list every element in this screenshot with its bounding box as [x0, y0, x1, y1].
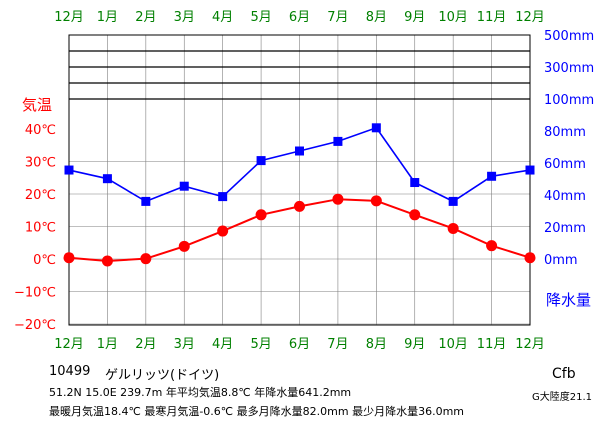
month-label: 5月 [250, 337, 271, 352]
precipitation-point [371, 123, 381, 133]
month-labels-top: 12月 1月 2月 3月 4月 5月 6月 7月 8月 9月 10月 11月 12月 [54, 10, 545, 25]
precipitation-tick: 500mm [544, 29, 594, 44]
temperature-point [447, 222, 459, 234]
temperature-tick-labels: 40℃ 30℃ 20℃ 10℃ 0℃ −10℃ −20℃ [14, 123, 56, 333]
month-label: 7月 [327, 337, 348, 352]
precipitation-point [179, 181, 189, 191]
precipitation-tick: 40mm [544, 189, 586, 204]
month-label: 5月 [250, 10, 271, 25]
temperature-tick: 30℃ [25, 156, 56, 171]
month-label: 12月 [515, 337, 545, 352]
precipitation-point [218, 192, 228, 202]
precipitation-point [141, 196, 151, 206]
month-label: 11月 [477, 10, 507, 25]
temperature-point [255, 209, 267, 221]
precipitation-tick: 100mm [544, 93, 594, 108]
precipitation-point [64, 165, 74, 175]
station-name: ゲルリッツ(ドイツ) [105, 368, 220, 383]
temperature-point [486, 240, 498, 252]
month-label: 1月 [97, 10, 118, 25]
precipitation-point [333, 136, 343, 146]
month-labels-bottom: 12月 1月 2月 3月 4月 5月 6月 7月 8月 9月 10月 11月 12月 [54, 337, 545, 352]
temperature-point [370, 195, 382, 207]
month-label: 12月 [54, 337, 84, 352]
grid-lines [69, 35, 530, 325]
temperature-point [217, 225, 229, 237]
temperature-point [524, 252, 536, 264]
month-label: 11月 [477, 337, 507, 352]
series-layer [63, 123, 536, 267]
precipitation-point [295, 146, 304, 156]
precipitation-axis-title: 降水量 [546, 291, 591, 309]
temperature-point [178, 240, 190, 252]
precipitation-tick: 80mm [544, 125, 586, 140]
month-label: 1月 [97, 337, 118, 352]
temperature-point [101, 255, 113, 267]
month-label: 10月 [438, 337, 468, 352]
month-label: 3月 [174, 337, 195, 352]
temperature-tick: 20℃ [25, 188, 56, 203]
temperature-point [294, 200, 305, 212]
koppen-class: Cfb [552, 366, 576, 382]
precipitation-tick: 300mm [544, 61, 594, 76]
month-label: 6月 [289, 10, 310, 25]
month-label: 8月 [366, 337, 387, 352]
precipitation-point [102, 174, 112, 184]
month-label: 7月 [327, 10, 348, 25]
temperature-point [332, 193, 344, 205]
precipitation-point [487, 171, 497, 181]
month-label: 3月 [174, 10, 195, 25]
temperature-point [63, 252, 75, 264]
temperature-tick: 10℃ [25, 221, 56, 236]
month-label: 2月 [135, 337, 156, 352]
precipitation-tick: 20mm [544, 221, 586, 236]
month-label: 12月 [515, 10, 545, 25]
precipitation-point [525, 165, 535, 175]
continentality-index: G大陸度21.1 [532, 392, 593, 403]
precipitation-point [448, 196, 458, 206]
temperature-axis-title: 気温 [22, 96, 52, 114]
month-label: 6月 [289, 337, 310, 352]
precipitation-tick: 0mm [544, 253, 578, 268]
month-label: 9月 [404, 10, 425, 25]
station-extremes: 最暖月気温18.4℃ 最寒月気温-0.6℃ 最多月降水量82.0mm 最少月降水… [49, 405, 464, 418]
month-label: 10月 [438, 10, 468, 25]
plot-frame [68, 34, 531, 326]
temperature-point [409, 209, 421, 221]
station-summary: 51.2N 15.0E 239.7m 年平均気温8.8℃ 年降水量641.2mm [49, 386, 352, 399]
month-label: 12月 [54, 10, 84, 25]
temperature-tick: 40℃ [25, 123, 56, 138]
month-label: 4月 [212, 337, 233, 352]
temperature-tick: −20℃ [14, 318, 56, 333]
temperature-tick: 0℃ [33, 253, 56, 268]
month-label: 2月 [135, 10, 156, 25]
precipitation-point [256, 156, 266, 166]
temperature-tick: −10℃ [14, 286, 56, 301]
month-label: 8月 [366, 10, 387, 25]
station-id: 10499 [49, 364, 91, 379]
precipitation-tick: 60mm [544, 157, 586, 172]
temperature-point [140, 253, 152, 265]
precipitation-tick-labels: 80mm 60mm 40mm 20mm 0mm 500mm 300mm 100mm [544, 29, 594, 268]
month-label: 9月 [404, 337, 425, 352]
month-label: 4月 [212, 10, 233, 25]
precipitation-point [410, 178, 420, 188]
